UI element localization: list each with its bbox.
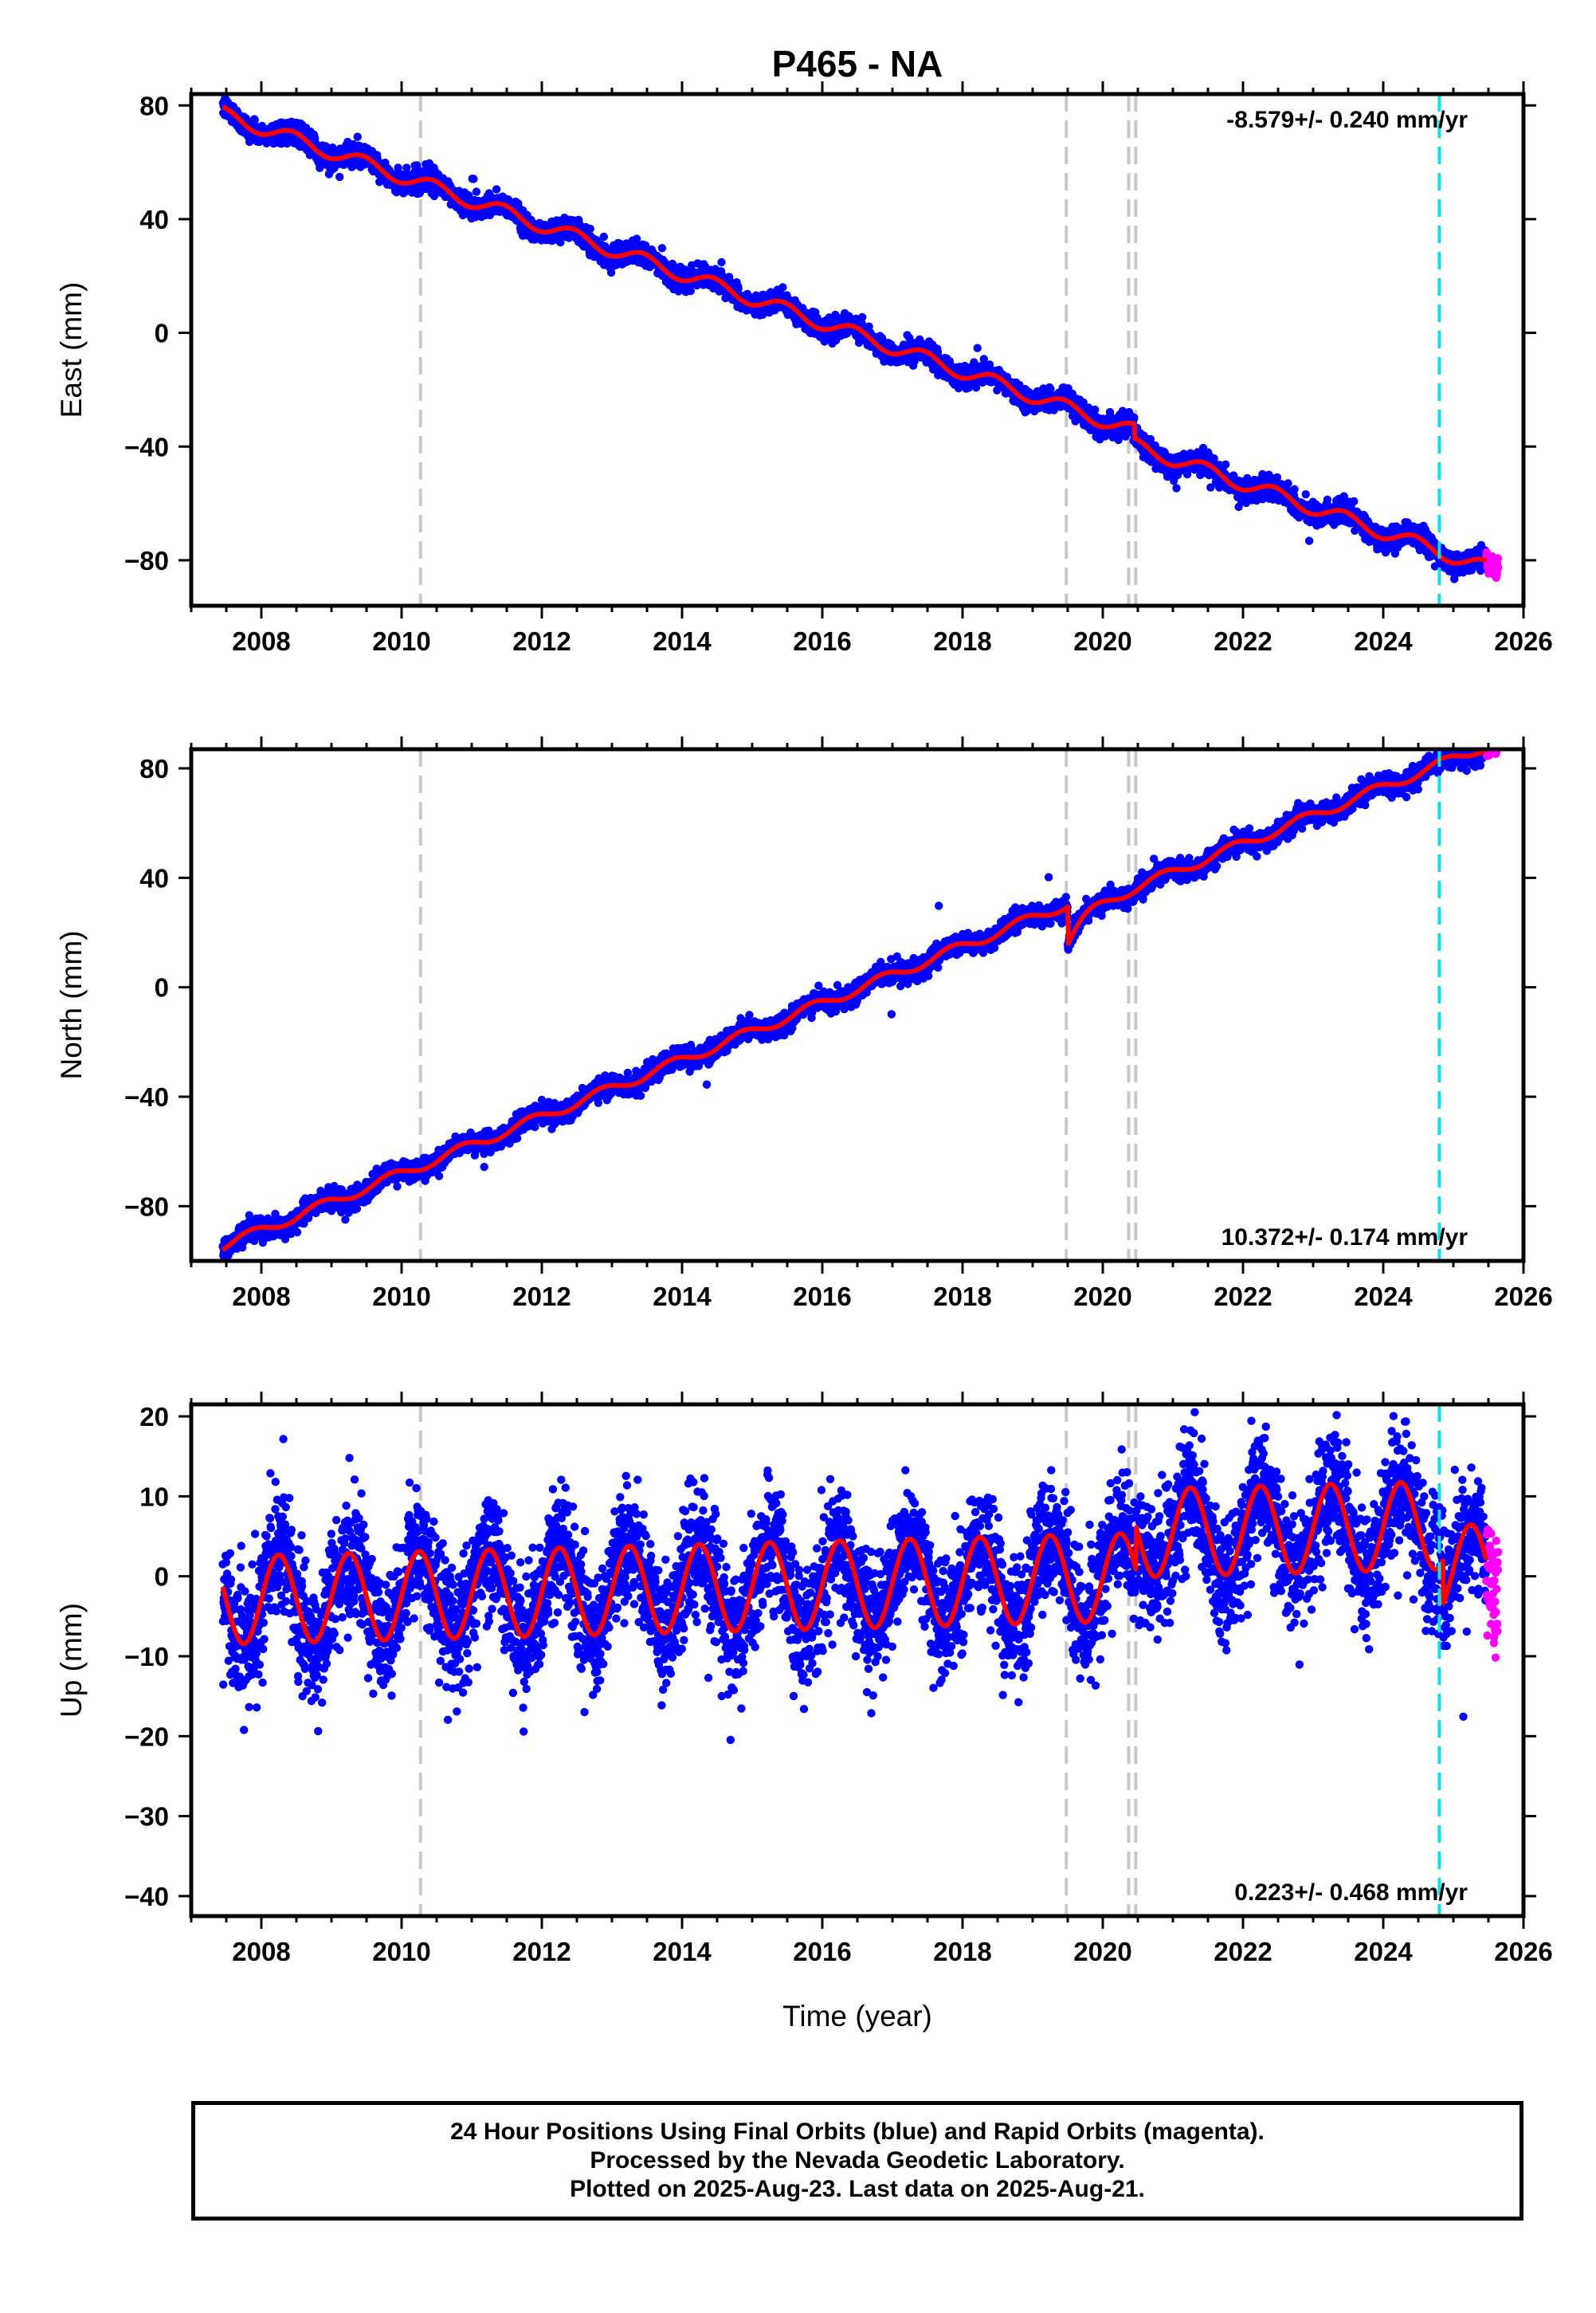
final-orbit-point: [599, 232, 608, 242]
final-orbit-point: [973, 344, 982, 352]
final-orbit-point: [394, 163, 402, 172]
final-orbit-point: [402, 163, 411, 172]
final-orbit-point: [469, 175, 478, 183]
final-orbit-point: [1284, 479, 1292, 488]
final-orbit-point: [778, 283, 787, 292]
final-orbit-point: [1304, 536, 1314, 545]
final-orbit-point: [1172, 484, 1181, 493]
final-orbit-point: [1130, 413, 1139, 422]
final-orbit-point: [717, 257, 726, 267]
final-orbit-point: [586, 224, 594, 234]
final-orbit-point: [413, 161, 422, 170]
final-orbit-point: [1091, 405, 1100, 414]
final-orbit-point: [335, 172, 344, 182]
final-orbit-point: [1221, 460, 1230, 469]
final-orbit-point: [1301, 490, 1310, 499]
final-orbit-point: [858, 312, 867, 322]
final-orbit-point: [686, 286, 695, 296]
final-orbit-point: [353, 132, 362, 141]
final-orbit-point: [1350, 497, 1359, 506]
final-orbit-point: [657, 244, 667, 253]
final-orbit-point: [492, 185, 501, 194]
final-orbit-point: [250, 116, 259, 124]
final-orbit-point: [1290, 485, 1299, 493]
panel-east: 2008 2010 2012 2014 2016 2018 2020 2022 2024 2026…: [55, 81, 1553, 656]
final-orbit-point: [429, 191, 439, 201]
final-orbit-point: [1210, 454, 1218, 463]
final-orbit-point: [472, 187, 481, 196]
plot-content: [218, 94, 1503, 606]
